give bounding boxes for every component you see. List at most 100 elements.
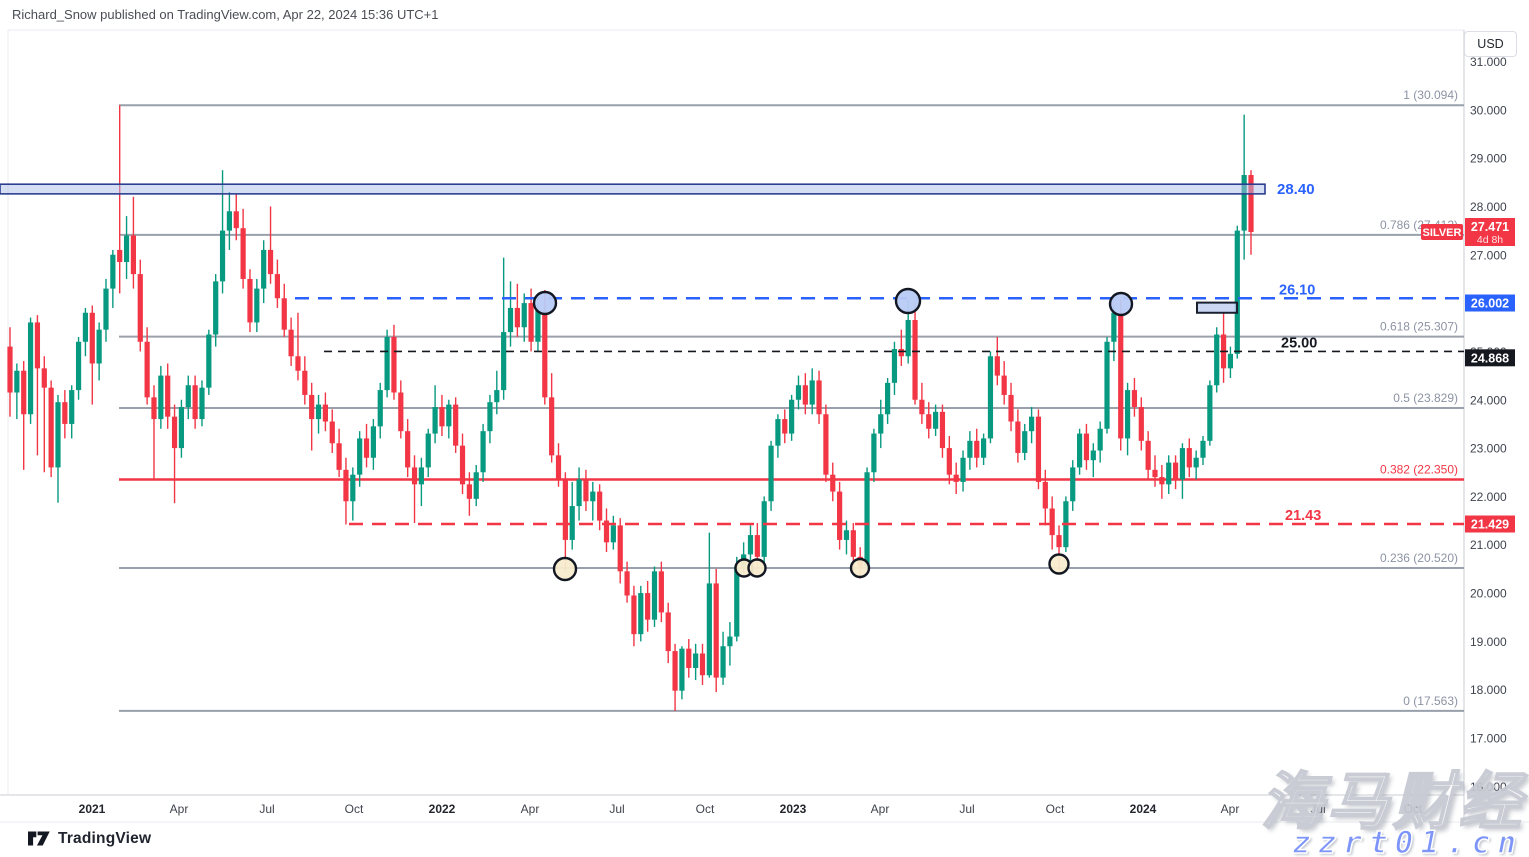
candle-body — [144, 341, 150, 398]
symbol-tag — [1421, 224, 1463, 241]
time-label: Jul — [259, 802, 274, 816]
candle-body — [1097, 428, 1103, 451]
candle-body — [624, 571, 630, 596]
candle-body — [583, 479, 589, 502]
order-block-box[interactable] — [1196, 301, 1238, 314]
candle-body — [171, 416, 178, 449]
candle-body — [645, 593, 651, 620]
candle-body — [569, 506, 575, 540]
candle-body — [1111, 312, 1117, 342]
currency-button[interactable]: USD — [1464, 31, 1517, 57]
candle-body — [89, 312, 95, 364]
time-label: Oct — [345, 802, 364, 816]
candle-body — [1200, 440, 1206, 458]
candle-body — [165, 375, 171, 417]
candlestick-series[interactable] — [7, 105, 1254, 712]
time-label: Jul — [609, 802, 624, 816]
candle-body — [158, 375, 164, 420]
marker-circle-blue[interactable] — [1108, 291, 1134, 317]
marker-circle-tan[interactable] — [552, 556, 578, 582]
box-rect[interactable] — [1196, 301, 1238, 314]
candle-body — [487, 402, 493, 432]
candle-body — [1159, 477, 1165, 485]
candle-body — [219, 230, 226, 282]
marker-circle-blue[interactable] — [532, 290, 558, 316]
candle-body — [274, 274, 280, 299]
candle-body — [905, 320, 911, 357]
price-band-28-40[interactable]: 28.40 — [0, 181, 1315, 198]
candle-body — [590, 491, 596, 502]
time-label: 2024 — [1130, 802, 1157, 816]
price-scale[interactable]: 31.00030.00029.00028.00027.00026.00025.0… — [1470, 55, 1507, 794]
candle-body — [706, 583, 712, 676]
candle-body — [693, 653, 699, 668]
candle-body — [864, 472, 870, 567]
candle-body — [898, 349, 904, 357]
price-tag-text: 21.429 — [1471, 518, 1509, 532]
candle-body — [885, 382, 891, 415]
ray-label: 25.00 — [1281, 335, 1317, 351]
candle-body — [665, 612, 671, 652]
candle-body — [850, 530, 856, 557]
ray-label: 21.43 — [1285, 508, 1321, 524]
time-label: 2023 — [780, 802, 807, 816]
candle-body — [432, 407, 438, 434]
time-label: Apr — [170, 802, 189, 816]
time-label: Oct — [696, 802, 715, 816]
fib-label: 1 (30.094) — [1403, 88, 1458, 102]
marker-circle-blue[interactable] — [894, 287, 922, 315]
price-tick: 18.000 — [1470, 683, 1507, 697]
candle-body — [315, 404, 322, 420]
time-scale[interactable]: 2021 Apr Jul Oct 2022 Apr Jul Oct 2023 Apr Jul Oct 2… — [79, 802, 1423, 816]
publish-header-text: Richard_Snow published on TradingView.co… — [12, 7, 439, 22]
candle-body — [631, 595, 637, 635]
candle-body — [288, 329, 294, 357]
time-label: Oct — [1404, 802, 1423, 816]
candle-body — [823, 414, 829, 475]
ray-label: 26.10 — [1279, 282, 1315, 298]
candle-body — [837, 491, 843, 540]
candle-body — [535, 310, 541, 342]
price-tick: 27.000 — [1470, 248, 1507, 262]
candle-body — [405, 431, 411, 468]
candle-body — [357, 438, 363, 475]
candle-body — [439, 407, 445, 427]
fib-label: 0.5 (23.829) — [1393, 391, 1458, 405]
candle-body — [843, 530, 850, 540]
tradingview-attribution[interactable]: TradingView — [28, 829, 151, 848]
candle-body — [521, 303, 527, 328]
candle-body — [185, 385, 191, 408]
candle-body — [350, 474, 356, 502]
price-tick: 19.000 — [1470, 635, 1507, 649]
candle-body — [473, 472, 479, 499]
candle-body — [69, 390, 75, 424]
candle-body — [699, 653, 706, 676]
candle-body — [1008, 394, 1014, 422]
candle-body — [494, 390, 500, 403]
marker-circle-tan[interactable] — [849, 557, 871, 579]
candle-body — [830, 474, 836, 492]
candle-body — [1248, 175, 1254, 233]
candle-body — [1015, 421, 1021, 453]
candle-body — [789, 399, 795, 434]
candle-body — [103, 288, 109, 330]
candle-body — [178, 407, 185, 449]
marker-circle-tan[interactable] — [1048, 553, 1070, 575]
candle-body — [809, 380, 815, 405]
fib-label: 0.382 (22.350) — [1380, 463, 1458, 477]
candle-body — [1193, 457, 1199, 468]
candle-body — [130, 235, 137, 275]
candle-body — [41, 368, 47, 388]
candle-body — [926, 414, 932, 429]
candle-body — [75, 341, 82, 391]
marker-circle-tan[interactable] — [747, 558, 767, 578]
horizontal-rays[interactable]: 26.10 25.00 21.43 — [295, 282, 1464, 526]
candle-body — [734, 566, 740, 637]
candle-body — [658, 571, 664, 613]
time-label: Jul — [959, 802, 974, 816]
candle-body — [555, 455, 562, 480]
band-rect[interactable] — [0, 183, 1266, 195]
candle-body — [679, 648, 685, 691]
candle-body — [1042, 481, 1048, 509]
